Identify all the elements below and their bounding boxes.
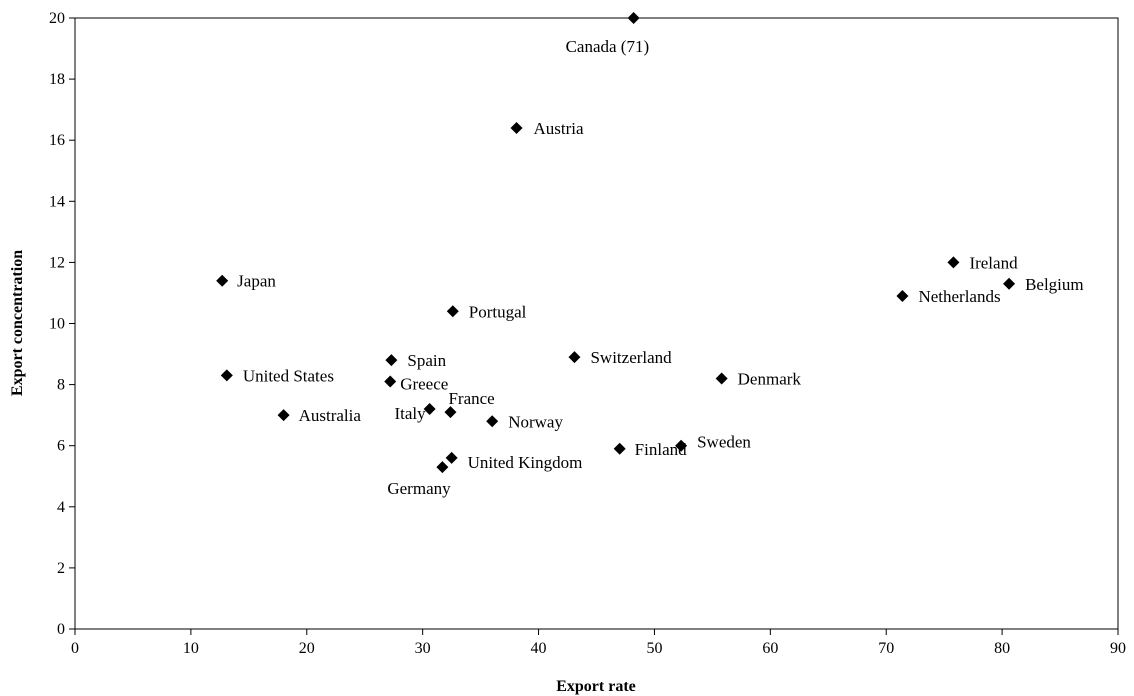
data-point-label: Austria — [534, 119, 585, 138]
y-tick-label: 16 — [49, 132, 65, 149]
data-point-marker — [385, 354, 398, 367]
y-tick-label: 0 — [57, 621, 65, 638]
x-tick-label: 0 — [71, 640, 79, 657]
data-point-marker — [277, 409, 290, 422]
data-point-label: Germany — [387, 479, 451, 498]
data-point-marker — [627, 12, 640, 24]
x-tick-label: 40 — [531, 640, 547, 657]
data-point-marker — [216, 274, 229, 287]
data-point-label: Finland — [635, 440, 687, 459]
y-tick-label: 8 — [57, 377, 65, 394]
data-point-label: Australia — [299, 406, 362, 425]
y-tick-label: 10 — [49, 316, 65, 333]
data-point-label: Belgium — [1025, 275, 1084, 294]
data-point-label: Canada (71) — [566, 37, 650, 56]
data-point-label: Spain — [407, 351, 446, 370]
data-point-marker — [220, 369, 233, 382]
data-point-marker — [1003, 277, 1016, 290]
data-point-label: Netherlands — [918, 287, 1000, 306]
data-point-marker — [446, 305, 459, 318]
y-tick-label: 18 — [49, 71, 65, 88]
y-axis-title: Export concentration — [9, 250, 26, 396]
data-point-label: Japan — [237, 272, 276, 291]
x-tick-label: 30 — [415, 640, 431, 657]
y-tick-label: 12 — [49, 254, 65, 271]
x-axis-title: Export rate — [556, 678, 636, 695]
x-tick-label: 90 — [1110, 640, 1126, 657]
y-tick-label: 20 — [49, 10, 65, 27]
data-labels: Canada (71) Austria Japan Ireland Belgium Net… — [237, 37, 1083, 498]
plot-frame — [74, 17, 1119, 630]
data-point-marker — [445, 451, 458, 464]
data-points — [216, 12, 1016, 474]
data-point-label: France — [448, 389, 494, 408]
data-point-marker — [568, 351, 581, 364]
data-point-label: Ireland — [969, 253, 1018, 272]
x-tick-label: 20 — [299, 640, 315, 657]
data-point-marker — [423, 403, 436, 416]
data-point-label: United States — [243, 366, 334, 385]
data-point-marker — [510, 121, 523, 134]
data-point-marker — [444, 406, 457, 419]
y-tick-label: 2 — [57, 560, 65, 577]
y-tick-label: 6 — [57, 438, 65, 455]
data-point-label: Sweden — [697, 433, 751, 452]
data-point-marker — [613, 442, 626, 455]
x-tick-label: 70 — [878, 640, 894, 657]
data-point-label: Denmark — [738, 369, 802, 388]
data-point-label: Italy — [394, 404, 426, 423]
data-point-marker — [947, 256, 960, 269]
data-point-marker — [486, 415, 499, 428]
y-tick-label: 4 — [57, 499, 65, 516]
axes — [74, 17, 1119, 630]
data-point-marker — [436, 461, 449, 474]
y-tick-label: 14 — [49, 193, 65, 210]
x-tick-label: 60 — [762, 640, 778, 657]
data-point-marker — [384, 375, 397, 388]
data-point-marker — [896, 290, 909, 303]
x-axis-ticks: 0 10 20 30 40 50 60 70 80 90 — [71, 629, 1126, 657]
x-tick-label: 10 — [183, 640, 199, 657]
data-point-label: Portugal — [469, 302, 527, 321]
data-point-label: Norway — [508, 412, 563, 431]
data-point-marker — [715, 372, 728, 385]
data-point-marker — [675, 439, 688, 452]
data-point-label: United Kingdom — [468, 453, 583, 472]
y-axis-ticks: 0 2 4 6 8 10 12 14 16 18 20 — [49, 10, 75, 638]
x-tick-label: 80 — [994, 640, 1010, 657]
data-point-label: Switzerland — [590, 348, 672, 367]
data-point-label: Greece — [400, 375, 448, 394]
x-tick-label: 50 — [646, 640, 662, 657]
